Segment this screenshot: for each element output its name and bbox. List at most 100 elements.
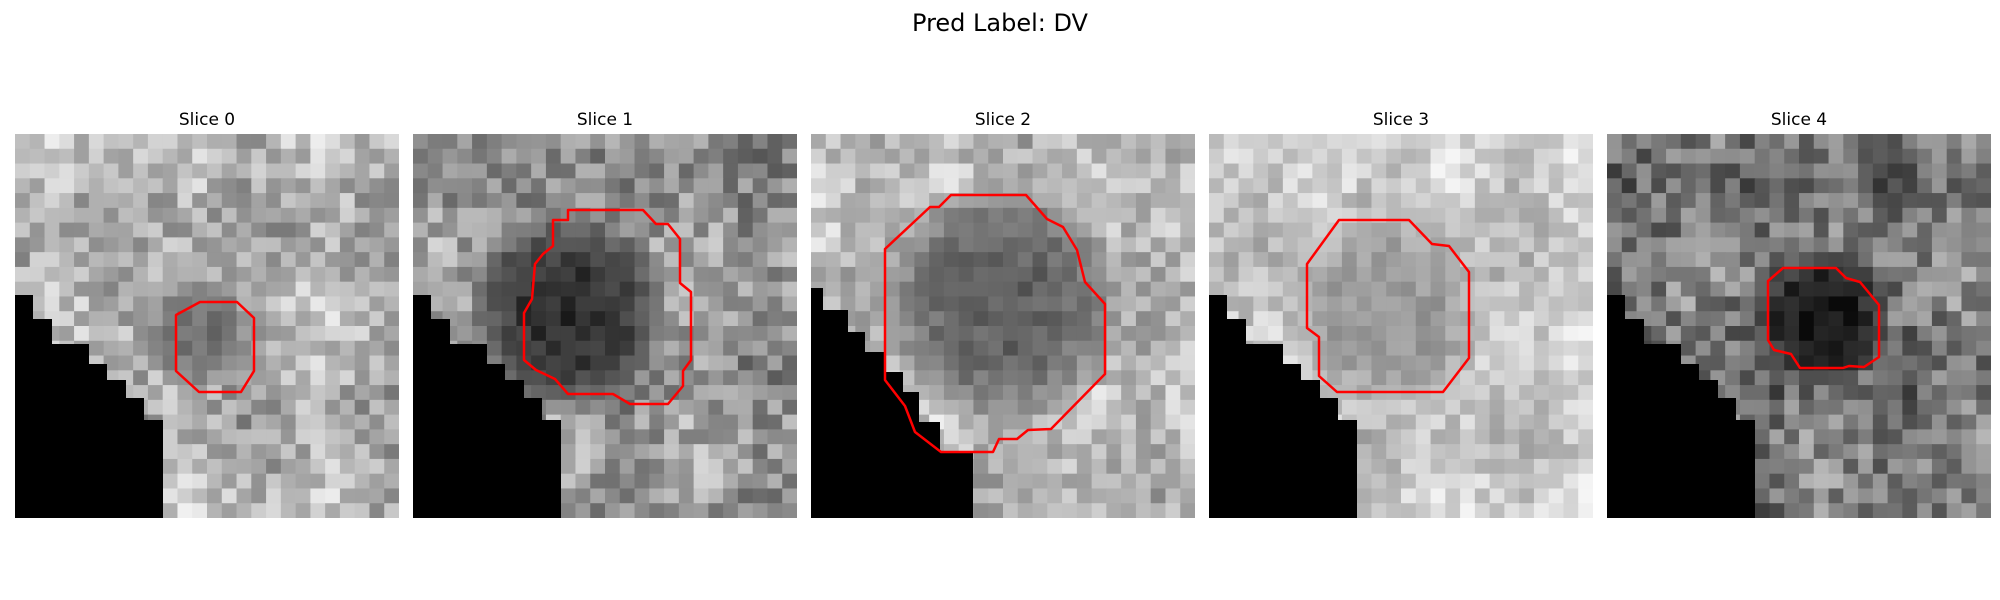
image-pixel <box>1135 399 1152 416</box>
image-pixel <box>1725 281 1741 298</box>
image-pixel <box>88 311 105 327</box>
image-pixel <box>1003 163 1019 179</box>
image-pixel <box>1135 355 1152 371</box>
image-pixel <box>1946 370 1963 386</box>
image-pixel <box>723 207 739 224</box>
image-pixel <box>545 281 562 298</box>
image-pixel <box>1548 488 1565 504</box>
image-pixel <box>384 503 399 518</box>
image-pixel <box>723 148 739 165</box>
image-pixel <box>192 266 208 283</box>
image-pixel <box>958 163 975 179</box>
image-pixel <box>1062 340 1078 357</box>
image-pixel <box>1710 281 1726 298</box>
image-pixel <box>1563 222 1579 238</box>
image-pixel <box>1578 340 1593 357</box>
image-pixel <box>192 488 208 504</box>
image-pixel <box>899 134 915 150</box>
image-pixel <box>1091 134 1107 150</box>
image-pixel <box>1106 473 1122 490</box>
image-pixel <box>973 281 989 298</box>
image-pixel <box>899 296 915 312</box>
image-pixel <box>1062 385 1078 401</box>
image-pixel <box>103 134 119 150</box>
image-pixel <box>693 134 709 150</box>
image-pixel <box>649 488 665 504</box>
image-pixel <box>693 207 709 224</box>
image-pixel <box>1961 237 1977 253</box>
image-pixel <box>1091 414 1107 430</box>
image-pixel <box>1931 399 1948 416</box>
image-pixel <box>427 148 444 165</box>
image-pixel <box>339 473 356 490</box>
image-pixel <box>649 444 665 460</box>
image-pixel <box>1474 503 1491 518</box>
image-pixel <box>605 340 621 357</box>
image-pixel <box>1976 503 1991 518</box>
image-pixel <box>1076 385 1093 401</box>
image-pixel <box>1680 207 1697 224</box>
image-pixel <box>325 355 341 371</box>
image-pixel <box>1135 429 1152 445</box>
image-pixel <box>1710 340 1726 357</box>
image-pixel <box>1047 193 1063 209</box>
image-pixel <box>1680 311 1697 327</box>
image-pixel <box>1003 370 1019 386</box>
image-pixel <box>1725 266 1741 283</box>
image-pixel <box>74 266 90 283</box>
image-pixel <box>1769 488 1785 504</box>
image-pixel <box>486 178 503 194</box>
image-pixel <box>1474 296 1491 312</box>
image-pixel <box>384 222 399 238</box>
image-pixel <box>943 429 960 445</box>
image-pixel <box>1931 207 1948 224</box>
image-pixel <box>767 488 783 504</box>
image-pixel <box>133 252 149 268</box>
image-pixel <box>545 134 562 150</box>
image-pixel <box>1931 311 1948 327</box>
image-pixel <box>44 252 60 268</box>
image-pixel <box>1578 399 1593 416</box>
image-pixel <box>943 340 960 357</box>
image-pixel <box>884 326 901 342</box>
image-pixel <box>15 281 31 298</box>
image-pixel <box>1474 399 1491 416</box>
image-pixel <box>708 458 724 475</box>
image-pixel <box>1917 488 1933 504</box>
image-pixel <box>884 193 901 209</box>
image-pixel <box>1091 148 1107 165</box>
image-pixel <box>1710 355 1726 371</box>
image-pixel <box>88 163 105 179</box>
image-pixel <box>1047 444 1063 460</box>
image-pixel <box>855 148 871 165</box>
image-pixel <box>369 385 385 401</box>
image-pixel <box>192 340 208 357</box>
image-pixel <box>207 326 223 342</box>
image-pixel <box>1754 237 1771 253</box>
image-pixel <box>1843 340 1859 357</box>
image-pixel <box>634 429 650 445</box>
image-pixel <box>1872 340 1889 357</box>
image-pixel <box>251 399 267 416</box>
image-pixel <box>354 444 371 460</box>
image-pixel <box>192 237 208 253</box>
image-pixel <box>1415 488 1432 504</box>
image-pixel <box>767 296 783 312</box>
image-pixel <box>251 163 267 179</box>
image-pixel <box>147 311 164 327</box>
image-pixel <box>943 370 960 386</box>
image-pixel <box>1917 429 1933 445</box>
image-pixel <box>1238 237 1254 253</box>
image-pixel <box>1813 296 1830 312</box>
image-pixel <box>236 296 252 312</box>
image-pixel <box>1121 193 1137 209</box>
image-pixel <box>1445 281 1461 298</box>
image-pixel <box>1091 399 1107 416</box>
image-pixel <box>605 207 621 224</box>
image-pixel <box>1091 311 1107 327</box>
image-pixel <box>1223 178 1240 194</box>
image-pixel <box>162 340 179 357</box>
image-pixel <box>1091 207 1107 224</box>
image-pixel <box>870 222 886 238</box>
image-pixel <box>221 296 238 312</box>
